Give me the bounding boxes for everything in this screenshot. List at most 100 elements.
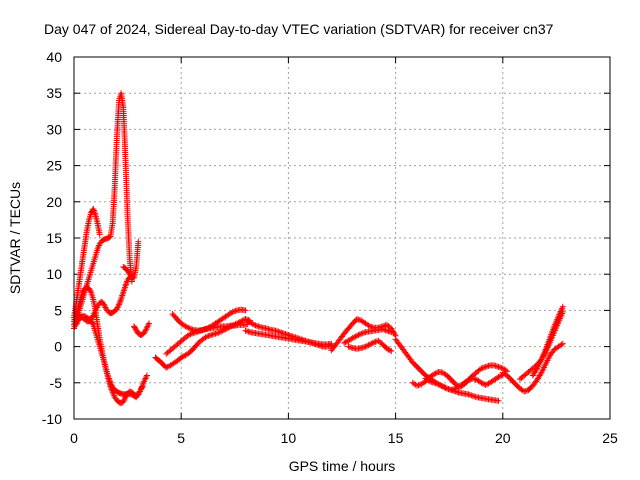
series-arc-14 bbox=[341, 326, 395, 346]
data-point bbox=[384, 345, 391, 352]
y-tick-label: 35 bbox=[46, 85, 62, 101]
y-tick-label: 15 bbox=[46, 230, 62, 246]
y-tick-label: 25 bbox=[46, 158, 62, 174]
data-point bbox=[185, 324, 192, 331]
data-point bbox=[355, 332, 362, 339]
series-arc-18 bbox=[422, 371, 506, 394]
data-point bbox=[143, 374, 150, 381]
data-point bbox=[464, 377, 471, 384]
data-point bbox=[351, 334, 358, 341]
data-point bbox=[90, 207, 97, 214]
y-axis-label: SDTVAR / TECUs bbox=[7, 182, 23, 294]
data-point bbox=[143, 326, 150, 333]
grid-lines bbox=[74, 57, 610, 419]
data-point bbox=[105, 375, 112, 382]
data-point bbox=[365, 322, 372, 329]
data-point bbox=[136, 388, 143, 395]
data-point bbox=[559, 340, 566, 347]
data-point bbox=[141, 376, 148, 383]
data-point bbox=[183, 324, 190, 331]
data-point bbox=[90, 206, 97, 213]
data-point bbox=[537, 371, 544, 378]
series-arc-21 bbox=[529, 303, 566, 379]
data-point bbox=[425, 377, 432, 384]
data-point bbox=[117, 298, 124, 305]
data-point bbox=[116, 301, 123, 308]
y-tick-label: 40 bbox=[46, 49, 62, 65]
data-point bbox=[91, 210, 98, 217]
data-point bbox=[439, 383, 446, 390]
data-point bbox=[92, 307, 99, 314]
data-point bbox=[431, 371, 438, 378]
data-point bbox=[144, 323, 151, 330]
data-point bbox=[87, 288, 94, 295]
data-point bbox=[366, 341, 373, 348]
series-arc-12 bbox=[242, 327, 335, 348]
data-point bbox=[432, 370, 439, 377]
data-point bbox=[242, 307, 249, 314]
data-point bbox=[122, 282, 129, 289]
data-point bbox=[105, 374, 112, 381]
data-point bbox=[452, 385, 459, 392]
data-point bbox=[441, 384, 448, 391]
series-arc-4 bbox=[71, 206, 103, 321]
x-tick-label: 15 bbox=[388, 430, 404, 446]
data-point bbox=[388, 329, 395, 336]
data-point bbox=[178, 354, 185, 361]
data-point bbox=[482, 381, 489, 388]
series-arc-3 bbox=[71, 90, 135, 332]
data-point bbox=[328, 340, 335, 347]
x-tick-labels: 0 5 10 15 20 25 bbox=[70, 430, 618, 446]
data-point bbox=[356, 331, 363, 338]
data-point bbox=[349, 334, 356, 341]
x-tick-label: 10 bbox=[281, 430, 297, 446]
data-point bbox=[496, 373, 503, 380]
data-point bbox=[221, 326, 228, 333]
data-point bbox=[238, 318, 245, 325]
data-point bbox=[142, 327, 149, 334]
data-point bbox=[107, 379, 114, 386]
data-point bbox=[101, 303, 108, 310]
data-point bbox=[164, 363, 171, 370]
data-point bbox=[106, 378, 113, 385]
data-point bbox=[135, 238, 142, 245]
data-point bbox=[116, 300, 123, 307]
data-point bbox=[89, 320, 96, 327]
data-point bbox=[96, 231, 103, 238]
data-point bbox=[202, 334, 209, 341]
data-point bbox=[122, 281, 129, 288]
data-point bbox=[369, 339, 376, 346]
data-point bbox=[495, 397, 502, 404]
data-point bbox=[101, 301, 108, 308]
data-point bbox=[145, 321, 152, 328]
y-tick-label: 10 bbox=[46, 266, 62, 282]
data-point bbox=[388, 347, 395, 354]
data-point bbox=[218, 328, 225, 335]
data-point bbox=[135, 391, 142, 398]
series-arc-10 bbox=[163, 321, 251, 357]
data-point bbox=[141, 329, 148, 336]
data-point bbox=[182, 323, 189, 330]
data-point bbox=[442, 384, 449, 391]
data-point bbox=[143, 372, 150, 379]
series-arc-6 bbox=[120, 238, 142, 281]
data-point bbox=[163, 364, 170, 371]
data-point bbox=[558, 341, 565, 348]
data-point bbox=[228, 309, 235, 316]
data-point bbox=[219, 327, 226, 334]
data-point bbox=[385, 346, 392, 353]
data-point bbox=[559, 303, 566, 310]
data-point bbox=[114, 304, 121, 311]
data-point bbox=[179, 353, 186, 360]
data-point bbox=[362, 343, 369, 350]
series-arc-2 bbox=[73, 313, 146, 401]
data-point bbox=[186, 332, 193, 339]
data-point bbox=[484, 381, 491, 388]
data-point bbox=[108, 381, 115, 388]
x-tick-label: 5 bbox=[177, 430, 185, 446]
data-point bbox=[120, 398, 127, 405]
data-point bbox=[89, 313, 96, 320]
data-point bbox=[479, 380, 486, 387]
data-point bbox=[106, 234, 113, 241]
